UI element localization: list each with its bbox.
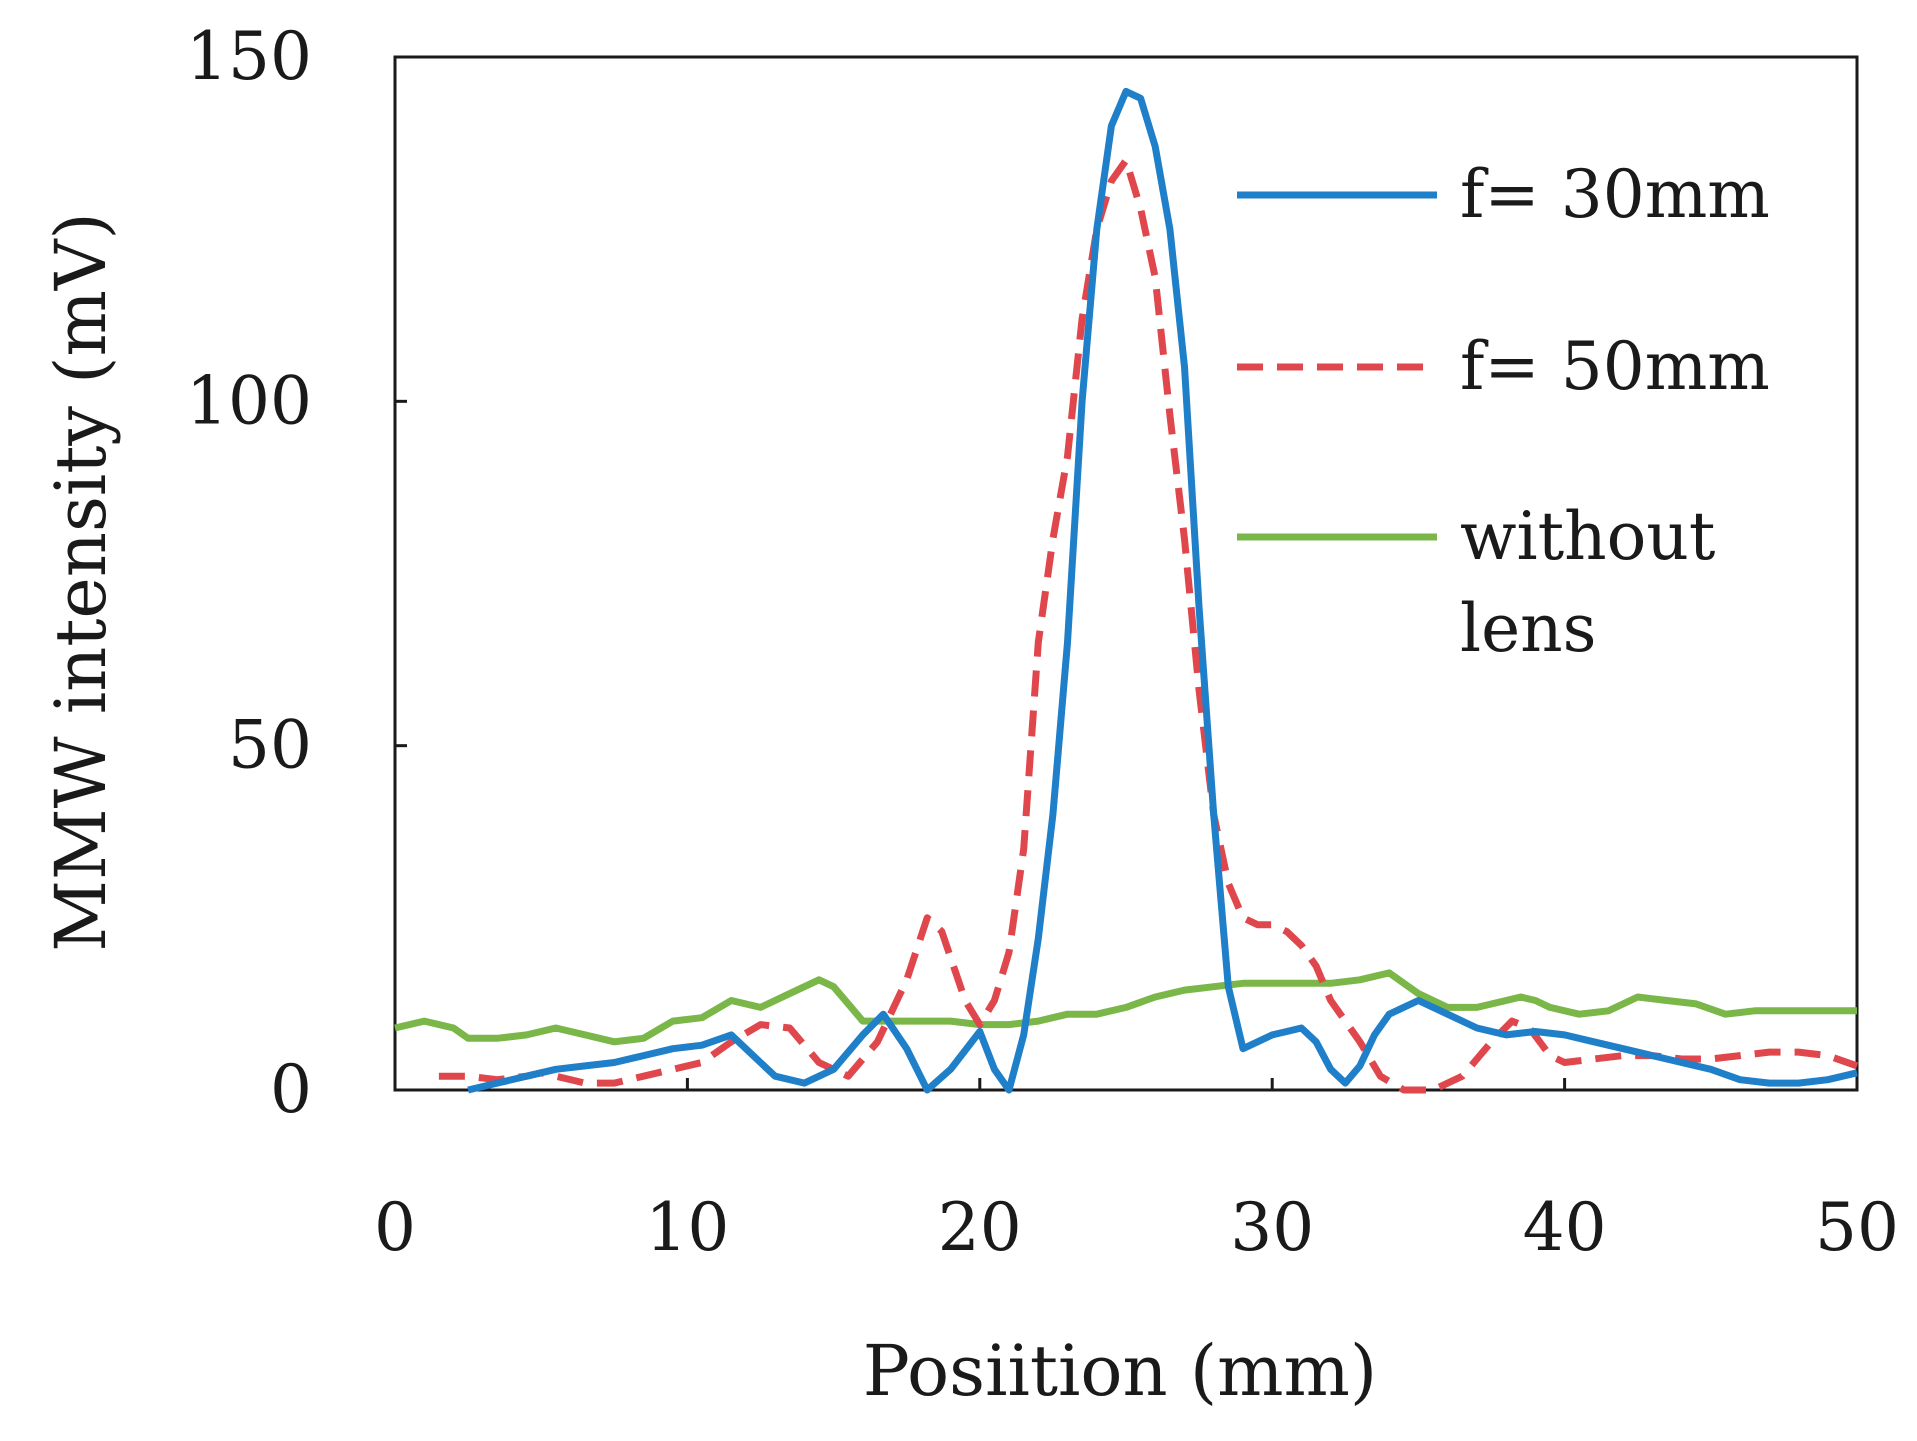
legend-label: f= 50mm — [1460, 328, 1770, 405]
legend: f= 30mm f= 50mm without lens — [1237, 156, 1770, 667]
legend-label: without — [1460, 498, 1715, 575]
x-axis-title: Posiition (mm) — [863, 1330, 1377, 1412]
y-tick-label: 150 — [186, 18, 312, 95]
series-line-f-50mm — [438, 156, 1859, 1094]
x-tick-label: 40 — [1523, 1189, 1607, 1266]
plot-frame — [393, 55, 1859, 1092]
series-lines — [394, 87, 1859, 1094]
y-axis-title: MMW intensity (mV) — [40, 212, 122, 951]
x-tick-label: 50 — [1815, 1189, 1899, 1266]
legend-label: f= 30mm — [1460, 156, 1770, 233]
series-line-f-30mm — [467, 87, 1858, 1094]
axis-ticks: 0 10 20 30 40 50 0 50 100 150 — [186, 18, 1899, 1266]
series-line-without-lens — [394, 969, 1857, 1046]
x-tick-label: 20 — [938, 1189, 1022, 1266]
y-tick-label: 0 — [270, 1051, 312, 1128]
y-tick-label: 100 — [186, 362, 312, 439]
x-tick-label: 10 — [645, 1189, 729, 1266]
legend-label: lens — [1460, 590, 1597, 667]
x-tick-label: 30 — [1230, 1189, 1314, 1266]
x-tick-label: 0 — [374, 1189, 416, 1266]
y-tick-label: 50 — [228, 707, 312, 784]
plot-area-border — [393, 55, 1859, 1092]
